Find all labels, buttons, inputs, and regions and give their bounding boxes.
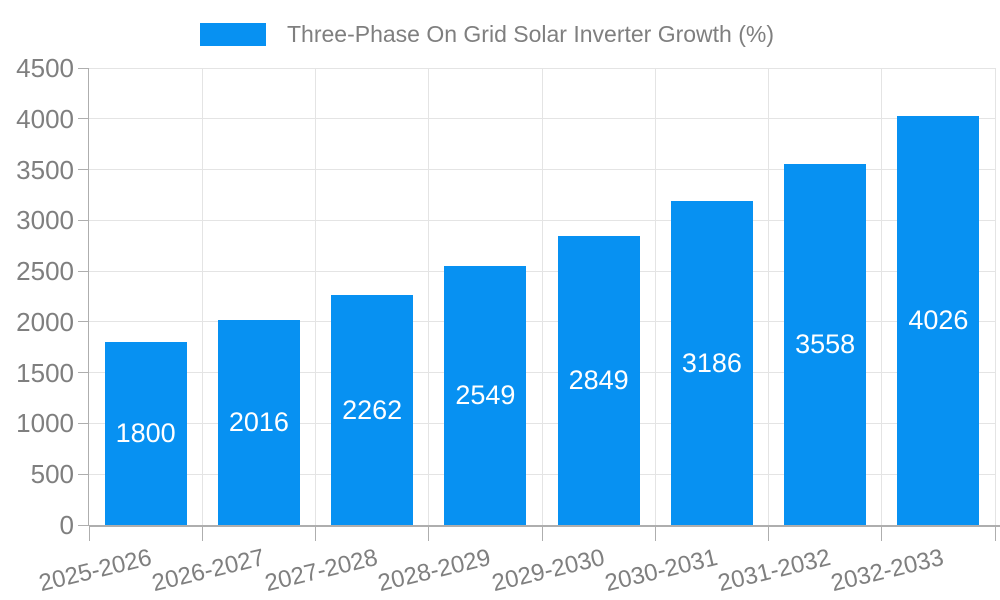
- y-axis-tick: [78, 372, 89, 374]
- bar[interactable]: 1800: [104, 342, 187, 525]
- bar-value-label: 2849: [568, 364, 629, 395]
- bar-value-label: 3186: [681, 347, 742, 378]
- y-axis-tick: [78, 219, 89, 221]
- x-axis-tick: [881, 525, 883, 541]
- x-axis-tick: [654, 525, 656, 541]
- bar-value-label: 3558: [795, 328, 856, 359]
- v-gridline: [994, 68, 996, 525]
- v-gridline: [768, 68, 769, 525]
- x-axis-tick: [994, 525, 996, 541]
- legend-label: Three-Phase On Grid Solar Inverter Growt…: [287, 21, 774, 47]
- x-axis-tick: [88, 525, 90, 541]
- y-axis-tick: [78, 270, 89, 272]
- y-axis-tick: [78, 321, 89, 323]
- x-axis-tick: [541, 525, 543, 541]
- bar[interactable]: 2262: [331, 295, 414, 525]
- bar[interactable]: 3186: [670, 201, 753, 525]
- y-axis-label: 4000: [16, 103, 74, 134]
- x-axis-line: [89, 525, 1000, 527]
- v-gridline: [315, 68, 316, 525]
- bar[interactable]: 2016: [217, 320, 300, 525]
- y-axis-tick: [78, 67, 89, 69]
- bar-value-label: 2549: [455, 380, 516, 411]
- x-axis-tick: [201, 525, 203, 541]
- x-axis-tick: [768, 525, 769, 541]
- bar-value-label: 2262: [342, 394, 403, 425]
- v-gridline: [654, 68, 656, 525]
- v-gridline: [881, 68, 883, 525]
- bar[interactable]: 3558: [784, 163, 867, 525]
- v-gridline: [201, 68, 203, 525]
- bar-value-label: 1800: [115, 418, 176, 449]
- v-gridline: [541, 68, 543, 525]
- x-axis-tick: [428, 525, 430, 541]
- y-axis-tick: [78, 473, 89, 475]
- bar-value-label: 4026: [908, 305, 969, 336]
- x-axis-tick: [315, 525, 316, 541]
- y-axis-label: 1000: [16, 408, 74, 439]
- bar[interactable]: 2549: [444, 266, 527, 525]
- y-axis-label: 2000: [16, 306, 74, 337]
- y-axis-tick: [78, 169, 89, 171]
- y-axis-label: 2500: [16, 256, 74, 287]
- y-axis-tick: [78, 524, 89, 526]
- y-axis-label: 0: [59, 510, 74, 540]
- y-axis-tick: [78, 118, 89, 120]
- y-axis-line: [88, 68, 89, 525]
- bar[interactable]: 4026: [897, 116, 980, 525]
- y-axis-label: 3000: [16, 205, 74, 236]
- bar-value-label: 2016: [228, 407, 289, 438]
- bar[interactable]: 2849: [557, 235, 640, 525]
- legend-item[interactable]: Three-Phase On Grid Solar Inverter Growt…: [200, 21, 774, 48]
- legend-swatch-icon: [200, 23, 266, 46]
- v-gridline: [428, 68, 430, 525]
- y-axis-label: 4500: [16, 53, 74, 83]
- y-axis-label: 3500: [16, 154, 74, 185]
- y-axis-label: 1500: [16, 357, 74, 388]
- y-axis-label: 500: [30, 459, 74, 490]
- y-axis-tick: [78, 422, 89, 424]
